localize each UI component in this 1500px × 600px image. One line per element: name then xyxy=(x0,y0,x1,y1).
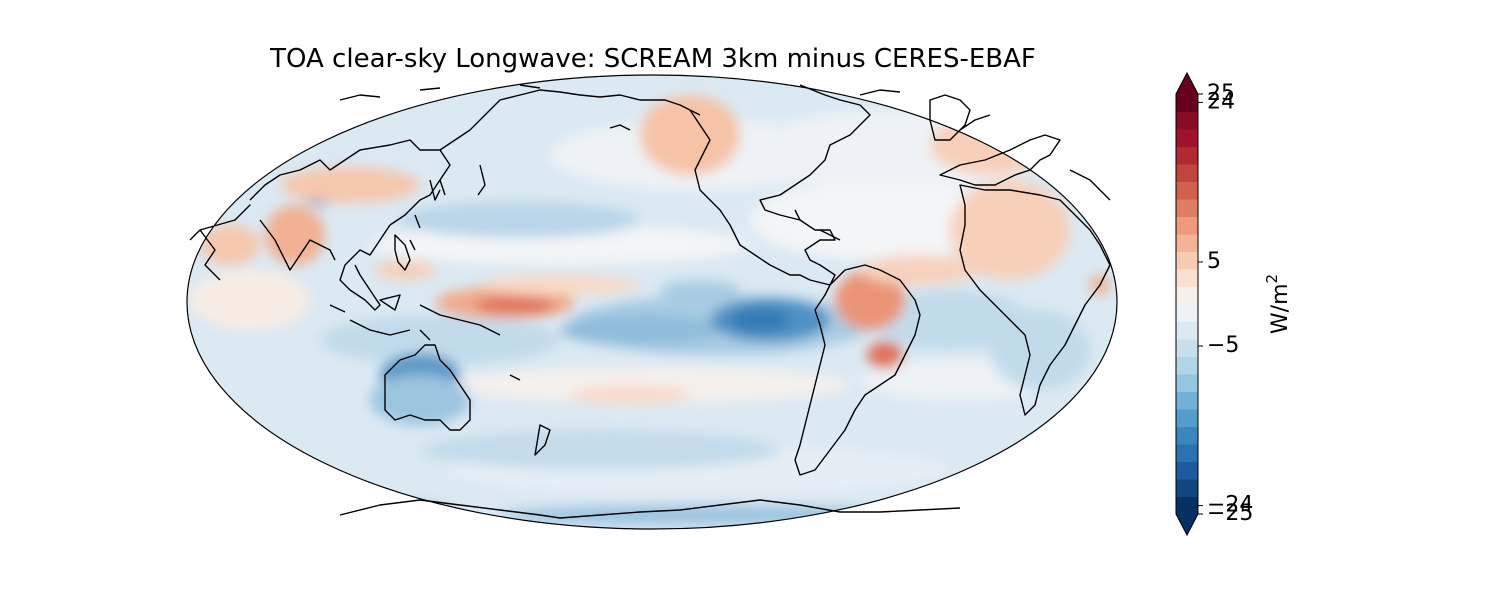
colorbar-segment xyxy=(1176,111,1198,130)
colorbar-tick-label: −25 xyxy=(1207,501,1253,526)
colorbar-segments xyxy=(1176,94,1198,515)
coast-south-america xyxy=(794,264,921,476)
colorbar-tick-label: 24 xyxy=(1207,89,1235,114)
coast-japan xyxy=(394,214,421,271)
colorbar-segment xyxy=(1176,374,1198,392)
colorbar-tick-label: −5 xyxy=(1207,333,1239,358)
colorbar-segment xyxy=(1176,146,1198,165)
coast-australia xyxy=(384,344,471,431)
colorbar-over-extension xyxy=(1176,73,1198,94)
colorbar-segment xyxy=(1176,356,1198,375)
colorbar-unit-label: W/m2 xyxy=(1263,274,1294,334)
colorbar-under-extension xyxy=(1176,514,1198,535)
colorbar-segment xyxy=(1176,426,1198,445)
coast-indonesia xyxy=(329,294,501,341)
colorbar-tick-label: 25 xyxy=(1207,81,1235,106)
colorbar-segment xyxy=(1176,234,1198,252)
coast-new-zealand xyxy=(509,374,551,456)
coastlines xyxy=(189,84,1111,519)
colorbar-segment xyxy=(1176,444,1198,462)
coast-north-america xyxy=(599,84,871,286)
coast-arabia xyxy=(1069,169,1111,201)
coast-india xyxy=(259,219,336,271)
coast-africa xyxy=(959,184,1111,416)
colorbar-segment xyxy=(1176,321,1198,340)
globe-outline xyxy=(186,74,1118,530)
colorbar-segment xyxy=(1176,251,1198,270)
colorbar-tick-label: −24 xyxy=(1207,493,1253,518)
coast-greenland xyxy=(929,94,971,141)
map-title: TOA clear-sky Longwave: SCREAM 3km minus… xyxy=(270,44,1036,74)
coast-east-asia xyxy=(189,89,601,311)
coast-florida xyxy=(794,209,841,241)
colorbar-segment xyxy=(1176,94,1198,112)
colorbar-segment xyxy=(1176,496,1198,515)
colorbar-segment xyxy=(1176,339,1198,357)
coast-arctic-islands xyxy=(339,84,901,101)
coast-antarctica xyxy=(339,499,961,519)
colorbar-segment xyxy=(1176,479,1198,497)
colorbar-tick-label: 5 xyxy=(1207,249,1221,274)
colorbar-segment xyxy=(1176,164,1198,182)
colorbar-segment xyxy=(1176,391,1198,410)
colorbar-segment xyxy=(1176,286,1198,305)
anomaly-field xyxy=(187,75,1117,529)
map-panel xyxy=(186,74,1118,530)
colorbar-segment xyxy=(1176,216,1198,235)
colorbar-segment xyxy=(1176,129,1198,147)
colorbar-segment xyxy=(1176,181,1198,200)
colorbar-segment xyxy=(1176,304,1198,322)
colorbar-segment xyxy=(1176,199,1198,217)
colorbar-segment xyxy=(1176,409,1198,427)
coast-kamchatka xyxy=(429,164,486,201)
coast-europe xyxy=(939,114,1061,186)
colorbar-segment xyxy=(1176,269,1198,287)
colorbar-segment xyxy=(1176,461,1198,480)
